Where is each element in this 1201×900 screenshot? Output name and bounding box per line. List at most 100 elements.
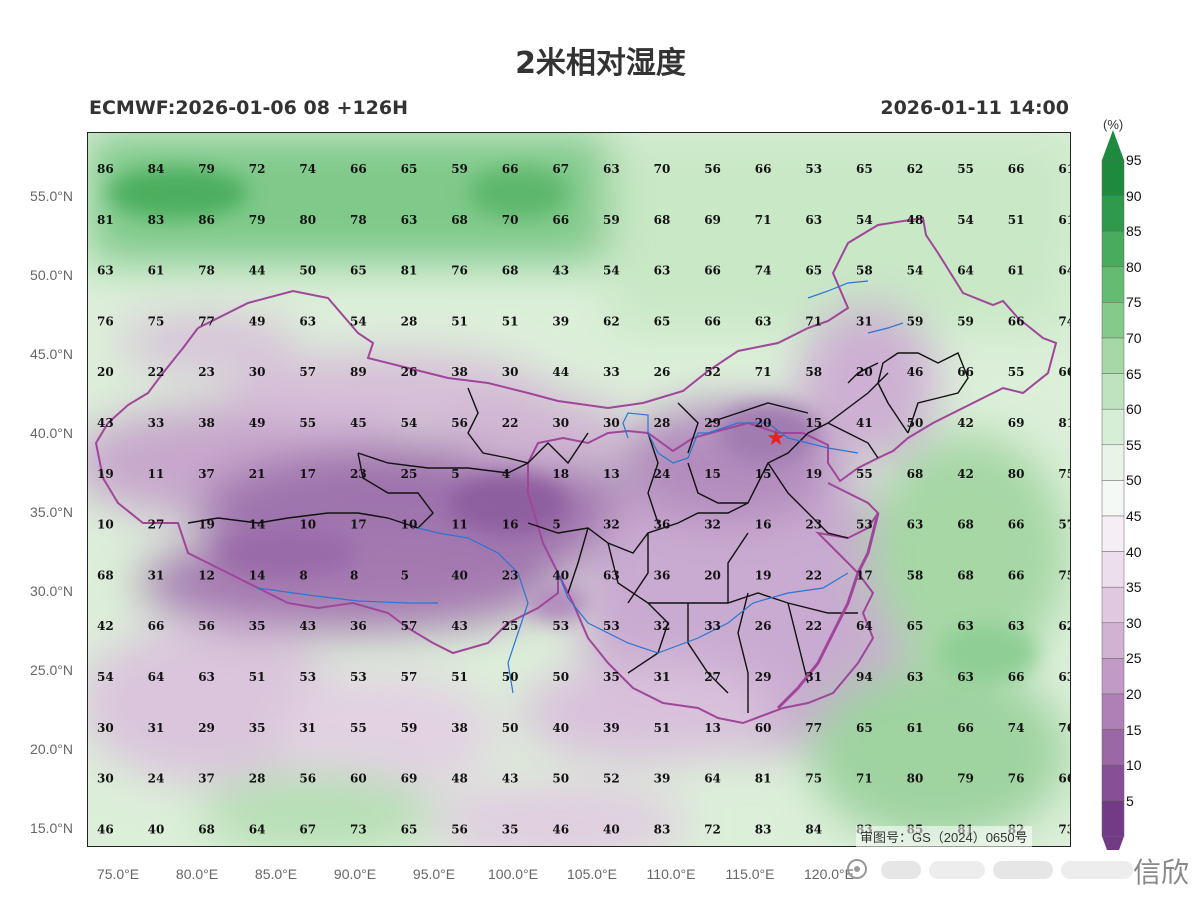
colorbar-label: 45 [1126,508,1142,524]
colorbar-segment [1101,337,1125,374]
grid-value: 57 [401,670,418,684]
grid-value: 50 [552,670,569,684]
lon-label: 75.0°E [96,866,140,882]
grid-value: 83 [654,822,671,836]
grid-value: 64 [249,822,266,836]
grid-value: 54 [856,213,873,227]
grid-value: 68 [502,264,519,278]
grid-value: 65 [401,822,418,836]
grid-value: 32 [654,619,671,633]
grid-value: 37 [198,467,215,481]
western-border [94,327,559,655]
grid-value: 63 [603,568,620,582]
grid-value: 24 [654,467,671,481]
grid-value: 76 [1008,772,1025,786]
grid-value: 26 [654,365,671,379]
grid-value: 78 [350,213,367,227]
grid-value: 63 [1058,670,1070,684]
grid-value: 15 [704,467,721,481]
grid-value: 94 [856,670,873,684]
grid-value: 51 [502,314,519,328]
grid-value: 20 [856,365,873,379]
grid-value: 19 [97,467,114,481]
grid-value: 71 [856,772,873,786]
grid-value: 83 [755,822,772,836]
colorbar-min-arrow [1102,836,1124,850]
grid-value: 69 [401,772,418,786]
grid-value: 50 [502,721,519,735]
model-run-label: ECMWF:2026-01-06 08 +126H [89,97,409,119]
grid-value: 63 [907,518,924,532]
grid-value: 63 [957,619,974,633]
grid-value: 26 [755,619,772,633]
grid-value: 54 [907,264,924,278]
grid-value: 63 [198,670,215,684]
grid-value: 31 [299,721,316,735]
grid-value: 66 [350,162,367,176]
grid-value: 66 [957,365,974,379]
grid-value: 80 [907,772,924,786]
grid-value: 35 [249,619,266,633]
grid-value: 84 [148,162,165,176]
grid-value: 46 [97,822,114,836]
grid-value: 54 [401,416,418,430]
grid-value: 69 [1008,416,1025,430]
grid-value: 10 [401,518,418,532]
grid-value: 62 [1058,619,1070,633]
humidity-field [88,133,1070,846]
grid-value: 54 [97,670,114,684]
grid-value: 52 [704,365,721,379]
grid-value: 43 [299,619,316,633]
grid-value: 66 [1008,314,1025,328]
grid-value: 22 [148,365,165,379]
lon-label: 90.0°E [333,866,377,882]
grid-value: 44 [249,264,266,278]
grid-value: 65 [350,264,367,278]
grid-value: 19 [805,467,822,481]
grid-value: 60 [350,772,367,786]
grid-value: 57 [401,619,418,633]
grid-value: 51 [1008,213,1025,227]
grid-value: 10 [97,518,114,532]
weibo-watermark [847,859,1133,879]
grid-value: 89 [350,365,367,379]
grid-value: 28 [249,772,266,786]
grid-value: 60 [755,721,772,735]
grid-value: 38 [198,416,215,430]
lat-label: 50.0°N [30,267,73,283]
colorbar-label: 90 [1126,187,1142,204]
grid-value: 65 [654,314,671,328]
grid-value: 29 [755,670,772,684]
colorbar-label: 35 [1126,579,1142,596]
grid-value: 22 [502,416,519,430]
beijing-marker-icon: ★ [766,426,786,451]
grid-value: 46 [552,822,569,836]
grid-value: 65 [401,162,418,176]
grid-value: 74 [1008,721,1025,735]
grid-value: 64 [1058,264,1070,278]
grid-value: 66 [1008,670,1025,684]
grid-value: 53 [603,619,620,633]
grid-value: 11 [451,518,468,532]
grid-value: 50 [552,772,569,786]
boundaries [94,216,1058,725]
grid-value: 49 [249,416,266,430]
grid-value: 56 [451,822,468,836]
grid-value: 25 [502,619,519,633]
grid-value: 68 [654,213,671,227]
grid-value: 48 [451,772,468,786]
grid-value: 22 [805,568,822,582]
colorbar-segment [1101,764,1125,802]
colorbar-label: 85 [1126,223,1142,240]
weibo-logo-icon [847,859,867,879]
grid-value: 44 [552,365,569,379]
grid-value: 56 [299,772,316,786]
grid-value: 80 [299,213,316,227]
grid-value: 54 [957,213,974,227]
grid-value: 63 [603,162,620,176]
grid-value: 81 [401,264,418,278]
grid-value: 39 [603,721,620,735]
grid-value: 74 [299,162,316,176]
grid-value: 31 [856,314,873,328]
grid-value: 61 [1008,264,1025,278]
